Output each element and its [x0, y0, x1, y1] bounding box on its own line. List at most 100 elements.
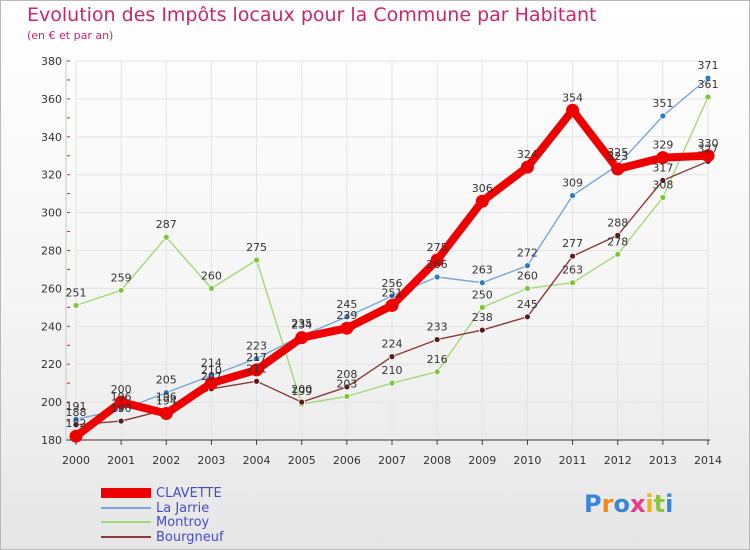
legend-swatch [101, 506, 151, 509]
data-label: 238 [472, 311, 493, 324]
data-point [250, 363, 264, 377]
legend-swatch [101, 535, 151, 538]
y-tick-label: 380 [41, 55, 62, 68]
data-point [569, 192, 576, 199]
data-label: 199 [291, 385, 312, 398]
x-tick-label: 2008 [423, 454, 451, 467]
data-label: 324 [517, 148, 538, 161]
x-tick-label: 2009 [468, 454, 496, 467]
data-point [704, 93, 712, 101]
data-point [569, 252, 576, 260]
data-label: 266 [427, 258, 448, 271]
data-label: 308 [652, 178, 673, 191]
data-label: 235 [291, 317, 312, 330]
x-tick-label: 2000 [62, 454, 90, 467]
data-label: 239 [336, 309, 357, 322]
logo-letter: r [601, 490, 614, 518]
logo-letter: o [613, 490, 630, 518]
legend-swatch [101, 488, 151, 498]
data-point [430, 253, 444, 267]
x-tick-label: 2012 [604, 454, 632, 467]
logo-letter: i [665, 490, 674, 518]
data-point [162, 389, 170, 397]
y-tick-label: 200 [41, 396, 62, 409]
data-point [343, 393, 351, 400]
data-point [478, 303, 486, 311]
proxiti-logo: Proxiti [584, 490, 673, 518]
data-point [388, 379, 396, 387]
data-label: 245 [336, 298, 357, 311]
legend-label: Bourgneuf [156, 529, 224, 545]
data-point [659, 194, 667, 201]
x-tick-label: 2006 [333, 454, 361, 467]
data-label: 263 [562, 264, 583, 277]
data-point [478, 326, 486, 334]
data-point [117, 417, 125, 425]
x-tick-label: 2014 [694, 454, 722, 467]
legend-label: Montroy [156, 515, 210, 530]
data-point [72, 302, 80, 309]
data-label: 309 [562, 177, 583, 190]
y-tick-label: 280 [41, 245, 62, 258]
data-point [659, 112, 667, 120]
data-label: 260 [201, 269, 222, 282]
data-point [343, 383, 351, 391]
data-point [520, 160, 534, 174]
x-tick-label: 2004 [243, 454, 271, 467]
data-label: 287 [156, 218, 177, 231]
y-tick-label: 340 [41, 131, 62, 144]
data-point [162, 233, 170, 241]
data-point [475, 194, 489, 208]
data-label: 210 [201, 364, 222, 377]
legend-label: La Jarrie [156, 500, 210, 516]
data-label: 216 [427, 353, 448, 366]
data-point [204, 376, 218, 390]
chart-title: Evolution des Impôts locaux pour la Comm… [27, 4, 597, 26]
data-point [253, 256, 260, 264]
data-label: 288 [607, 216, 628, 229]
data-label: 371 [698, 59, 719, 72]
data-label: 260 [517, 269, 538, 282]
data-label: 275 [427, 241, 448, 254]
y-tick-label: 300 [41, 207, 62, 220]
data-point [614, 231, 622, 239]
data-label: 205 [156, 374, 177, 387]
data-point [340, 321, 354, 335]
data-point [701, 149, 715, 163]
data-label: 306 [472, 182, 493, 195]
data-label: 200 [111, 383, 132, 396]
data-point [566, 103, 580, 117]
data-point [614, 250, 622, 258]
data-point [343, 313, 351, 321]
x-tick-label: 2011 [559, 454, 587, 467]
x-tick-label: 2005 [288, 454, 316, 467]
data-label: 259 [111, 271, 132, 284]
data-point [208, 284, 215, 292]
data-label: 234 [291, 319, 312, 332]
data-label: 223 [246, 340, 267, 353]
data-label: 256 [382, 277, 403, 290]
data-label: 196 [156, 391, 177, 404]
y-tick-label: 360 [41, 93, 62, 106]
data-label: 210 [382, 364, 403, 377]
data-point [433, 273, 441, 281]
data-label: 278 [607, 235, 628, 248]
data-label: 251 [66, 286, 87, 299]
data-label: 245 [517, 298, 538, 311]
chart-subtitle: (en € et par an) [27, 29, 114, 42]
legend-label: CLAVETTE [156, 486, 222, 501]
data-label: 351 [652, 97, 673, 110]
data-label: 196 [111, 391, 132, 404]
data-label: 275 [246, 241, 267, 254]
data-label: 182 [66, 417, 87, 430]
data-label: 190 [111, 402, 132, 415]
legend-swatch [101, 521, 151, 523]
data-point [659, 176, 667, 184]
data-label: 354 [562, 91, 583, 104]
data-label: 214 [201, 357, 222, 370]
x-tick-label: 2001 [107, 454, 135, 467]
y-tick-label: 260 [41, 282, 62, 295]
data-point [72, 421, 80, 429]
data-point [433, 368, 441, 376]
